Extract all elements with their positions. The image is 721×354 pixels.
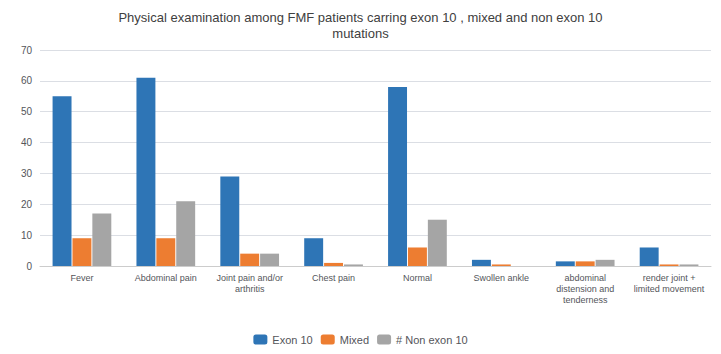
svg-text:arthritis: arthritis bbox=[235, 284, 265, 294]
svg-text:Exon 10: Exon 10 bbox=[272, 334, 312, 346]
svg-text:distension and: distension and bbox=[556, 284, 614, 294]
svg-text:70: 70 bbox=[21, 45, 33, 56]
svg-text:Mixed: Mixed bbox=[340, 334, 369, 346]
svg-text:render joint +: render joint + bbox=[643, 273, 696, 283]
svg-text:30: 30 bbox=[21, 168, 33, 179]
svg-text:limited movement: limited movement bbox=[634, 284, 705, 294]
svg-text:Abdominal pain: Abdominal pain bbox=[135, 273, 197, 283]
svg-text:abdominal: abdominal bbox=[564, 273, 606, 283]
svg-text:# Non exon 10: # Non exon 10 bbox=[396, 334, 468, 346]
svg-text:Fever: Fever bbox=[70, 273, 93, 283]
svg-text:mutations: mutations bbox=[332, 26, 389, 41]
svg-text:20: 20 bbox=[21, 199, 33, 210]
svg-text:Swollen ankle: Swollen ankle bbox=[474, 273, 530, 283]
svg-text:40: 40 bbox=[21, 137, 33, 148]
svg-text:50: 50 bbox=[21, 106, 33, 117]
svg-text:Physical examination among FMF: Physical examination among FMF patients … bbox=[118, 10, 602, 25]
svg-text:Chest pain: Chest pain bbox=[312, 273, 355, 283]
svg-text:10: 10 bbox=[21, 230, 33, 241]
svg-text:Joint pain and/or: Joint pain and/or bbox=[216, 273, 283, 283]
svg-text:tenderness: tenderness bbox=[563, 295, 608, 305]
svg-text:Normal: Normal bbox=[403, 273, 432, 283]
svg-text:60: 60 bbox=[21, 75, 33, 86]
svg-text:0: 0 bbox=[26, 261, 32, 272]
